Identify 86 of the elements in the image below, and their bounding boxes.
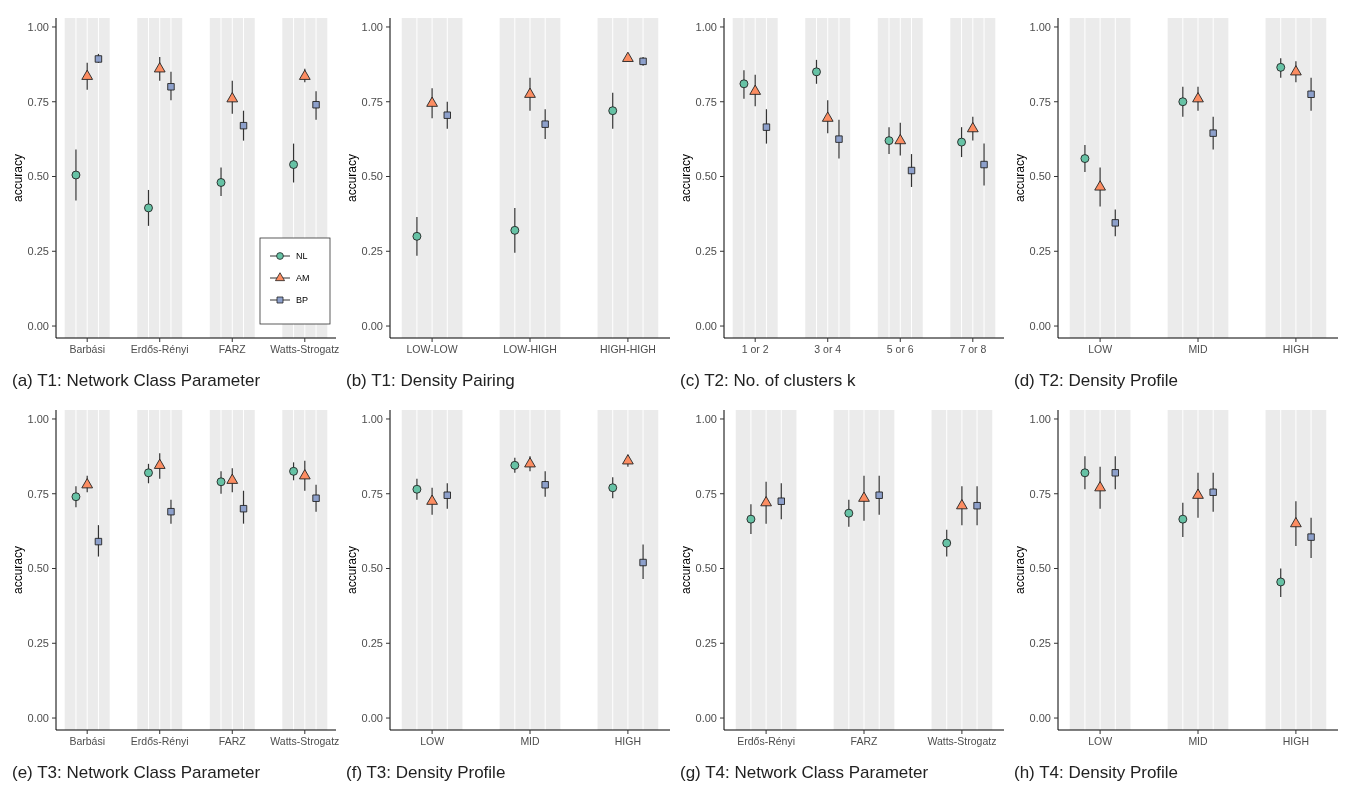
y-tick-label: 0.50 (27, 562, 49, 575)
y-tick-label: 0.75 (27, 95, 49, 108)
y-axis-title: accuracy (345, 153, 359, 203)
x-tick-label: LOW (1088, 735, 1113, 747)
y-tick-label: 0.00 (1029, 711, 1051, 724)
y-tick-label: 0.75 (27, 487, 49, 500)
text: (h) T4: Density Profile (1014, 763, 1179, 782)
text: (a) T1: Network Class Parameter (12, 371, 261, 390)
y-tick-label: 0.50 (695, 562, 717, 575)
y-axis-title: accuracy (679, 153, 693, 203)
x-tick-label: MID (520, 735, 541, 747)
x-tick-label: HIGH (614, 735, 642, 747)
y-tick-label: 0.75 (1029, 95, 1051, 108)
y-tick-label: 0.00 (361, 319, 383, 332)
y-tick-label: 0.75 (1029, 487, 1051, 500)
text: (d) T2: Density Profile (1014, 371, 1179, 390)
x-tick-label: Barbási (69, 735, 105, 747)
text: (c) T2: No. of clusters k (680, 371, 856, 390)
x-tick-label: HIGH-HIGH (599, 343, 656, 355)
x-tick-label: LOW-HIGH (503, 343, 557, 355)
x-tick-label: 1 or 2 (741, 343, 769, 355)
x-tick-label: Watts-Strogatz (270, 343, 340, 355)
y-tick-label: 0.00 (27, 711, 49, 724)
y-tick-label: 0.00 (27, 319, 49, 332)
text: (b) T1: Density Pairing (346, 371, 515, 390)
x-tick-label: Erdős-Rényi (737, 735, 795, 747)
x-tick-label: MID (1188, 343, 1209, 355)
y-axis-title: accuracy (1013, 153, 1027, 203)
y-tick-label: 0.75 (695, 95, 717, 108)
x-tick-label: 7 or 8 (959, 343, 987, 355)
y-tick-label: 1.00 (361, 20, 383, 33)
y-tick-label: 0.50 (1029, 170, 1051, 183)
y-tick-label: 0.50 (361, 562, 383, 575)
y-tick-label: 1.00 (27, 20, 49, 33)
x-tick-label: FARZ (218, 735, 247, 747)
y-tick-label: 1.00 (695, 20, 717, 33)
legend-label: AM (296, 273, 310, 284)
y-tick-label: 0.75 (695, 487, 717, 500)
y-tick-label: 1.00 (27, 412, 49, 425)
x-tick-label: HIGH (1282, 735, 1310, 747)
legend-label: NL (296, 251, 308, 262)
y-tick-label: 0.25 (1029, 245, 1051, 258)
y-tick-label: 0.25 (361, 245, 383, 258)
x-tick-label: 3 or 4 (814, 343, 842, 355)
y-tick-label: 1.00 (361, 412, 383, 425)
y-tick-label: 0.75 (361, 95, 383, 108)
y-tick-label: 0.00 (695, 319, 717, 332)
y-tick-label: 0.00 (361, 711, 383, 724)
x-tick-label: Erdős-Rényi (130, 735, 189, 747)
x-tick-label: MID (1188, 735, 1209, 747)
y-tick-label: 0.25 (27, 637, 49, 650)
x-tick-label: Watts-Strogatz (270, 735, 340, 747)
y-tick-label: 0.50 (27, 170, 49, 183)
y-tick-label: 0.00 (695, 711, 717, 724)
y-tick-label: 0.00 (1029, 319, 1051, 332)
y-axis-title: accuracy (11, 153, 25, 203)
x-tick-label: Erdős-Rényi (130, 343, 189, 355)
x-tick-label: LOW (1088, 343, 1113, 355)
y-tick-label: 0.50 (361, 170, 383, 183)
x-tick-label: HIGH (1282, 343, 1310, 355)
y-axis-title: accuracy (11, 545, 25, 595)
y-axis-title: accuracy (345, 545, 359, 595)
x-tick-label: 5 or 6 (886, 343, 914, 355)
y-axis-title: accuracy (679, 545, 693, 595)
y-tick-label: 0.25 (361, 637, 383, 650)
y-tick-label: 1.00 (1029, 412, 1051, 425)
text: (g) T4: Network Class Parameter (680, 763, 929, 782)
y-tick-label: 0.25 (27, 245, 49, 258)
text: (e) T3: Network Class Parameter (12, 763, 261, 782)
y-tick-label: 1.00 (695, 412, 717, 425)
text: (f) T3: Density Profile (346, 763, 506, 782)
y-tick-label: 0.25 (1029, 637, 1051, 650)
x-tick-label: FARZ (218, 343, 247, 355)
x-tick-label: FARZ (850, 735, 878, 747)
y-tick-label: 0.50 (1029, 562, 1051, 575)
y-tick-label: 0.75 (361, 487, 383, 500)
y-tick-label: 0.25 (695, 245, 717, 258)
x-tick-label: LOW-LOW (406, 343, 458, 355)
y-tick-label: 0.25 (695, 637, 717, 650)
y-tick-label: 1.00 (1029, 20, 1051, 33)
x-tick-label: Barbási (69, 343, 105, 355)
x-tick-label: Watts-Strogatz (927, 735, 997, 747)
x-tick-label: LOW (420, 735, 445, 747)
y-tick-label: 0.50 (695, 170, 717, 183)
y-axis-title: accuracy (1013, 545, 1027, 595)
legend-label: BP (296, 295, 309, 306)
